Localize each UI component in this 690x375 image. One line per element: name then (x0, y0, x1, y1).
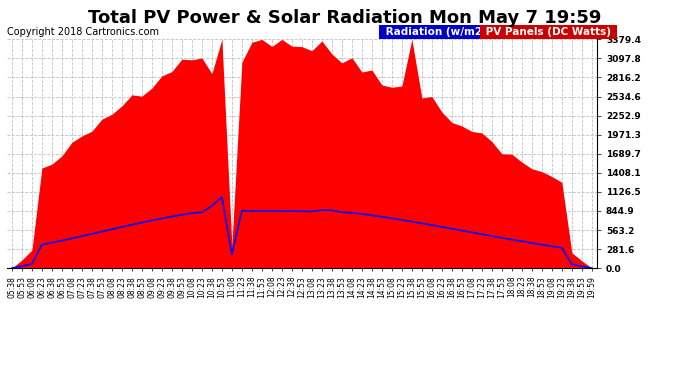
Text: Copyright 2018 Cartronics.com: Copyright 2018 Cartronics.com (7, 27, 159, 37)
Text: Radiation (w/m2): Radiation (w/m2) (382, 27, 490, 37)
Text: PV Panels (DC Watts): PV Panels (DC Watts) (482, 27, 614, 37)
Text: Total PV Power & Solar Radiation Mon May 7 19:59: Total PV Power & Solar Radiation Mon May… (88, 9, 602, 27)
